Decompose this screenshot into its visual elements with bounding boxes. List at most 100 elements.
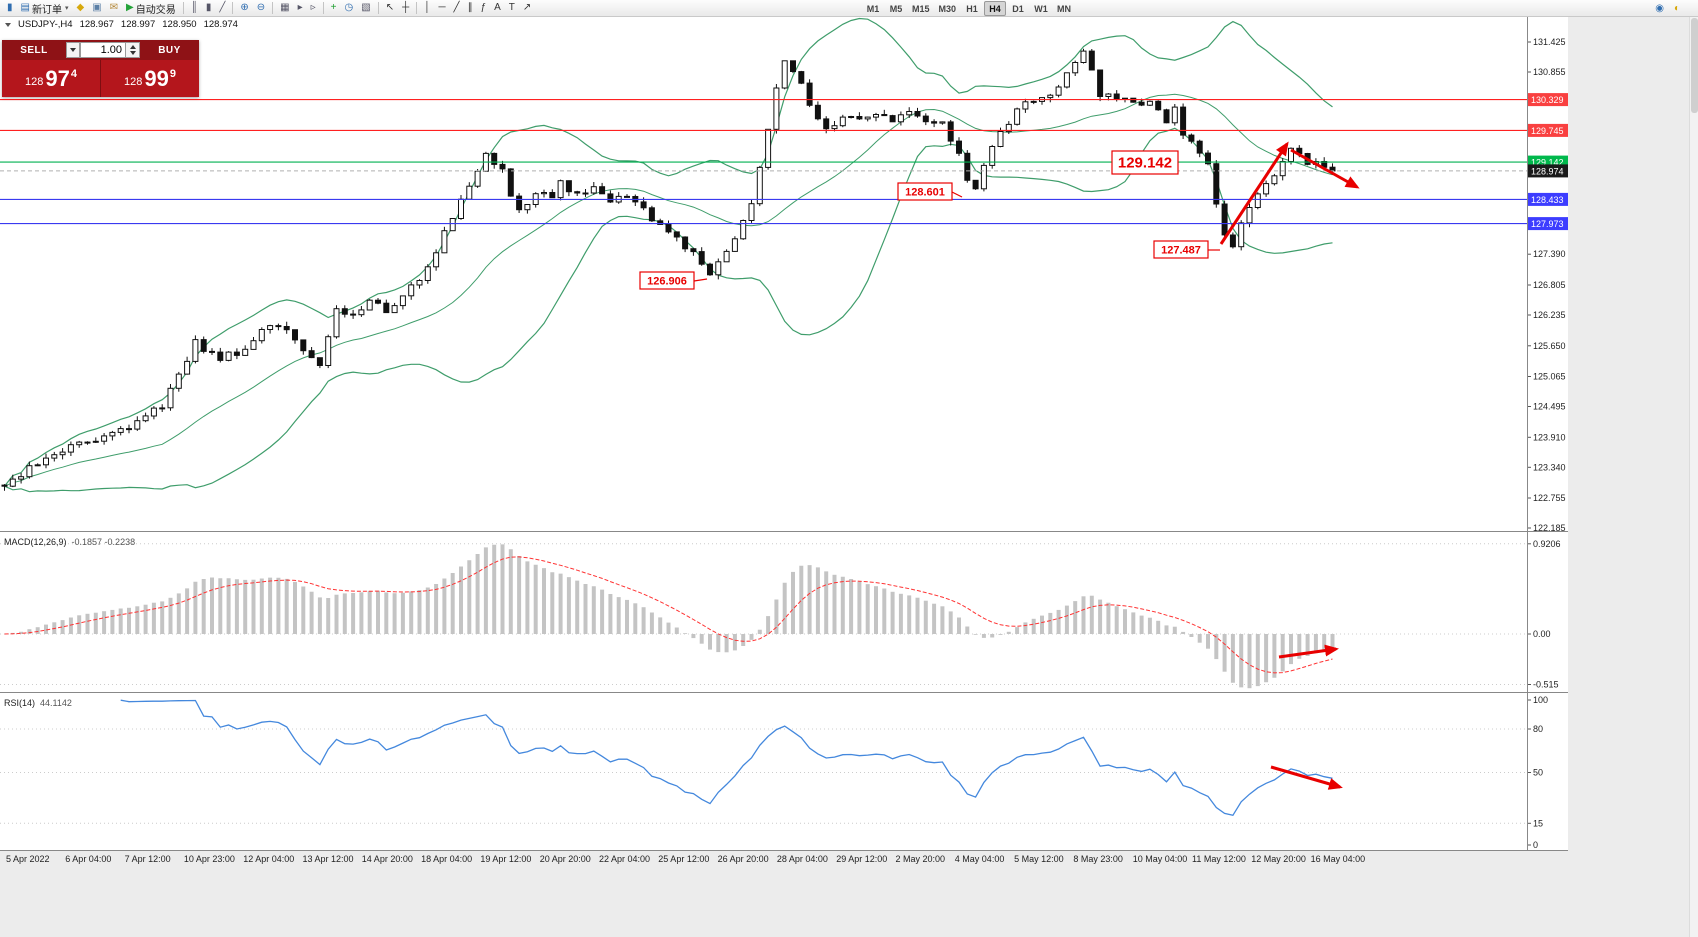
candle (416, 280, 423, 286)
candle (931, 121, 938, 124)
arrows-icon[interactable]: ↗ (519, 1, 535, 16)
candle (856, 116, 863, 120)
help-icon[interactable]: ◐ (1670, 1, 1684, 16)
cursor-icon[interactable]: ↖ (382, 1, 398, 16)
profiles-icon[interactable]: ◆ (72, 1, 88, 16)
chart-shift-icon[interactable]: ▹ (307, 1, 320, 16)
candle (648, 207, 655, 222)
candle (1138, 101, 1145, 106)
candle (673, 231, 680, 238)
candle (1146, 100, 1153, 106)
print-icon[interactable]: ▣ (88, 1, 105, 16)
buy-price[interactable]: 128 99 9 (101, 60, 199, 97)
periods-icon[interactable]: ◷ (341, 1, 358, 16)
scrollbar-thumb[interactable] (1691, 18, 1698, 113)
candle (34, 464, 41, 467)
candle (956, 140, 962, 154)
candle (997, 131, 1004, 147)
auto-trading-button[interactable]: ▶ 自动交易 (122, 1, 180, 16)
svg-text:4 May 04:00: 4 May 04:00 (955, 854, 1005, 864)
candle (67, 444, 74, 453)
candle (831, 125, 838, 130)
tile-windows-icon[interactable]: ▦ (276, 1, 293, 16)
sell-price[interactable]: 128 97 4 (2, 60, 100, 97)
timeframe-m30[interactable]: M30 (938, 3, 957, 14)
mail-icon[interactable]: ✉ (106, 1, 122, 16)
candle (200, 339, 207, 352)
indicators-icon[interactable]: + (327, 1, 341, 16)
vertical-scrollbar[interactable] (1689, 0, 1698, 937)
timeframe-m15[interactable]: M15 (912, 3, 930, 14)
candle (1022, 101, 1029, 110)
fibonacci-icon[interactable]: ƒ (477, 1, 491, 16)
candle (665, 224, 672, 233)
candle (175, 373, 182, 389)
trendline-icon[interactable]: ╱ (450, 1, 464, 16)
candle (756, 166, 763, 205)
volume-stepper[interactable] (126, 42, 140, 58)
vertical-line-icon[interactable]: │ (420, 1, 434, 16)
timeframe-d1[interactable]: D1 (1012, 3, 1024, 14)
buy-button[interactable]: BUY (158, 44, 181, 56)
stepper-down-icon (129, 51, 136, 55)
timeframe-mn[interactable]: MN (1057, 3, 1072, 14)
chart-shift-icon-glyph: ▹ (310, 2, 316, 13)
timeframe-w1[interactable]: W1 (1034, 3, 1048, 14)
svg-text:12 Apr 04:00: 12 Apr 04:00 (243, 854, 294, 864)
svg-text:127.390: 127.390 (1533, 249, 1566, 259)
candle (1238, 222, 1245, 248)
zoom-in-icon-glyph: ⊕ (240, 2, 249, 13)
candle (839, 116, 846, 127)
timeframe-m5[interactable]: M5 (889, 3, 903, 14)
candle (790, 60, 796, 72)
order-type-dropdown[interactable] (66, 42, 80, 58)
candle (1030, 100, 1037, 103)
mail-icon-glyph: ✉ (109, 2, 119, 13)
candle (889, 115, 896, 123)
rsi-panel (0, 699, 1527, 824)
new-order-button[interactable]: ▤ 新订单 ▾ (17, 1, 73, 16)
channel-icon[interactable]: ∥ (464, 1, 477, 16)
timeframe-h4[interactable]: H4 (984, 1, 1007, 16)
svg-text:11 May 12:00: 11 May 12:00 (1192, 854, 1246, 864)
svg-text:13 Apr 12:00: 13 Apr 12:00 (303, 854, 354, 864)
zoom-in-icon[interactable]: ⊕ (236, 1, 252, 16)
chart-plot-area[interactable] (0, 17, 1527, 850)
candle (1113, 93, 1120, 100)
zoom-out-icon[interactable]: ⊖ (253, 1, 269, 16)
candle (76, 441, 83, 446)
svg-text:22 Apr 04:00: 22 Apr 04:00 (599, 854, 650, 864)
trend-arrow (1290, 148, 1360, 189)
buy-price-pip: 9 (169, 67, 176, 80)
candle (1080, 50, 1087, 63)
line-chart-icon[interactable]: ╱ (215, 1, 229, 16)
periods-icon-glyph: ◷ (344, 2, 354, 13)
svg-text:15: 15 (1533, 818, 1543, 828)
candle (1196, 140, 1203, 154)
community-icon-glyph: ◉ (1655, 2, 1664, 14)
symbol-chart-icon[interactable]: ▮ (3, 1, 17, 16)
sell-button[interactable]: SELL (20, 44, 48, 56)
indicators-icon-glyph: + (330, 2, 337, 13)
svg-text:18 Apr 04:00: 18 Apr 04:00 (421, 854, 472, 864)
candle (109, 431, 116, 437)
templates-icon[interactable]: ▧ (357, 1, 374, 16)
text-icon[interactable]: A (490, 1, 505, 16)
candle (574, 191, 581, 194)
ohlc-low: 128.950 (162, 19, 197, 30)
crosshair-icon[interactable]: ┼ (398, 1, 413, 16)
community-icon[interactable]: ◉ (1651, 1, 1668, 16)
candle (964, 152, 971, 181)
timeframe-m1[interactable]: M1 (866, 3, 880, 14)
bar-chart-icon[interactable]: ║ (187, 1, 202, 16)
candle (391, 305, 398, 314)
candlestick-chart-icon[interactable]: ▮ (202, 1, 216, 16)
auto-scroll-icon[interactable]: ▸ (294, 1, 307, 16)
horizontal-line-icon[interactable]: ─ (434, 1, 449, 16)
svg-text:129.142: 129.142 (1531, 158, 1564, 168)
volume-input[interactable] (80, 42, 126, 58)
chart-menu-icon[interactable] (5, 22, 11, 27)
label-icon[interactable]: T (505, 1, 519, 16)
bar-chart-icon-glyph: ║ (190, 2, 198, 13)
timeframe-h1[interactable]: H1 (966, 3, 978, 14)
